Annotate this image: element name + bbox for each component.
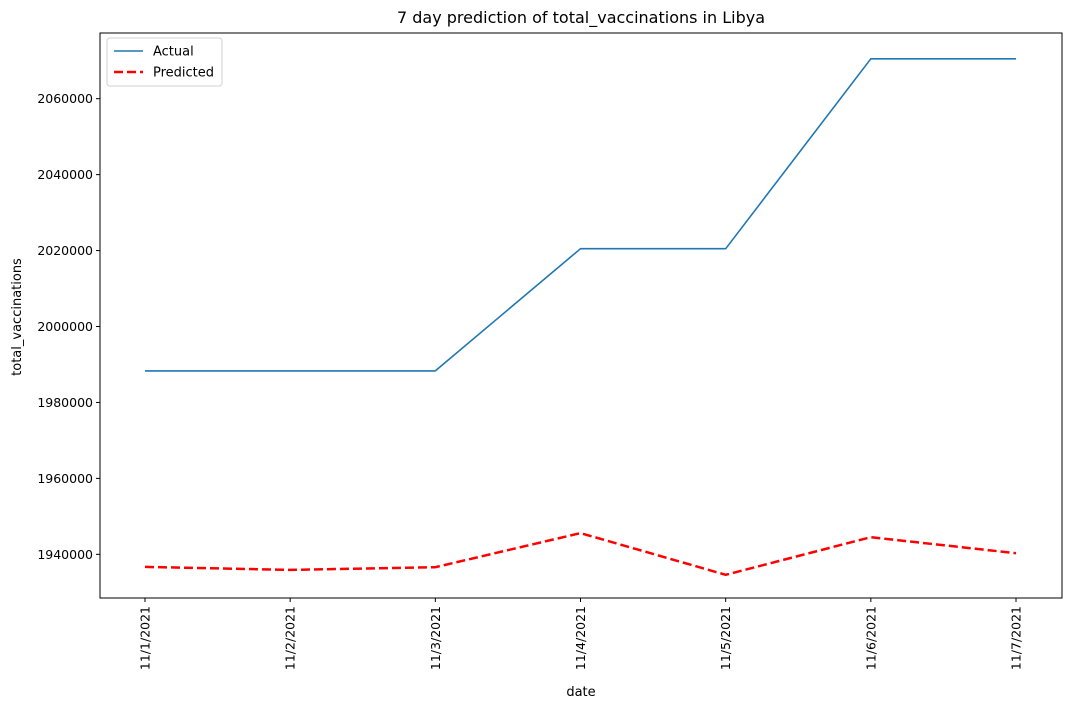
y-axis-label: total_vaccinations	[10, 258, 25, 376]
y-tick-label: 1940000	[37, 547, 93, 562]
x-tick-label: 11/7/2021	[1009, 606, 1024, 670]
x-tick-label: 11/2/2021	[283, 606, 298, 670]
legend-box	[106, 37, 223, 87]
series-line-predicted	[144, 531, 1017, 577]
x-tick-label: 11/1/2021	[138, 606, 153, 670]
legend: Actual Predicted	[106, 37, 223, 87]
y-tick-label: 2000000	[37, 319, 93, 334]
x-tick-label: 11/4/2021	[573, 606, 588, 670]
y-tick-label: 2060000	[37, 91, 93, 106]
x-tick-label: 11/3/2021	[428, 606, 443, 670]
y-tick-label: 1960000	[37, 471, 93, 486]
y-tick-label: 1980000	[37, 395, 93, 410]
y-tick-label: 2020000	[37, 243, 93, 258]
series-line-actual	[145, 58, 1016, 372]
plot-area-frame	[99, 32, 1063, 599]
y-axis: 1940000 1960000 1980000 2000000 2020000 20400…	[37, 91, 100, 562]
legend-label-predicted: Predicted	[153, 66, 214, 81]
series-group	[144, 58, 1017, 577]
chart-title: 7 day prediction of total_vaccinations i…	[397, 8, 765, 28]
legend-label-actual: Actual	[153, 45, 194, 60]
x-tick-label: 11/6/2021	[863, 606, 878, 670]
x-tick-label: 11/5/2021	[718, 606, 733, 670]
y-tick-label: 2040000	[37, 167, 93, 182]
x-axis-label: date	[566, 685, 595, 700]
x-axis: 11/1/2021 11/2/2021 11/3/2021 11/4/2021 11/5…	[138, 598, 1024, 670]
